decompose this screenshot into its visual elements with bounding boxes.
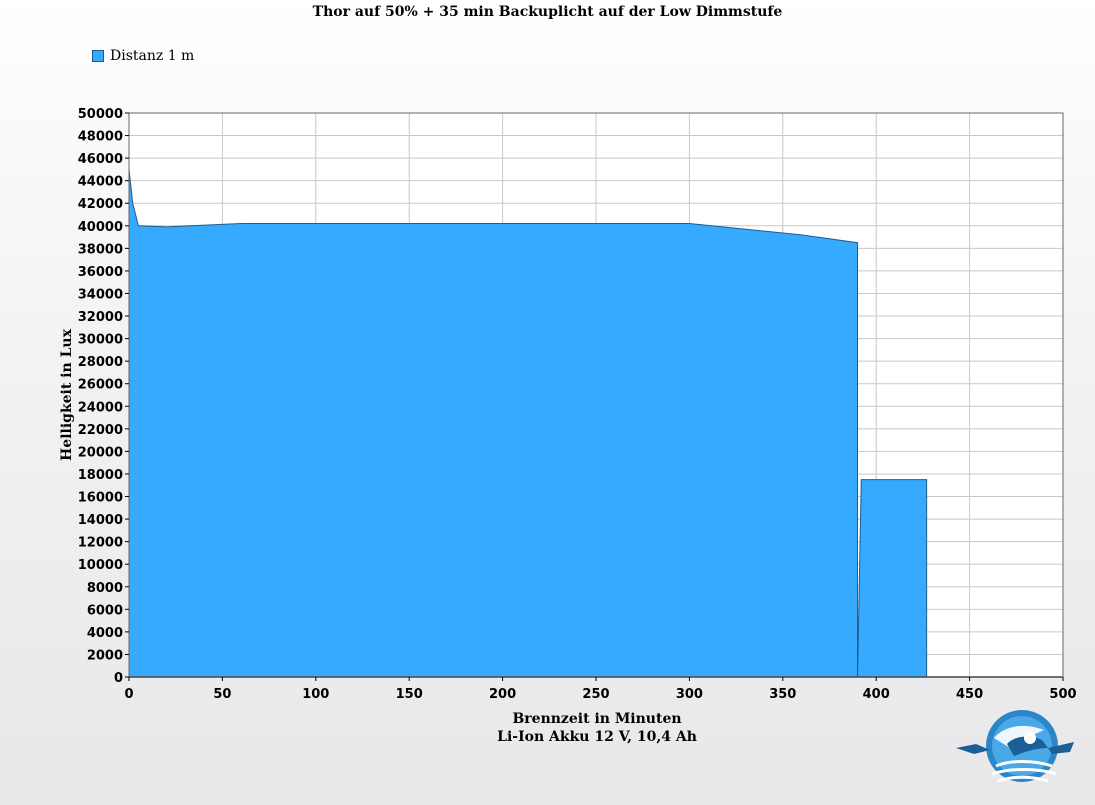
y-tick-label: 42000 [78,197,123,212]
y-tick-label: 22000 [78,423,123,438]
x-tick-label: 450 [956,687,983,702]
y-tick-label: 50000 [78,107,123,122]
legend-label: Distanz 1 m [110,48,195,64]
x-axis-subtitle: Li-Ion Akku 12 V, 10,4 Ah [497,729,697,745]
y-tick-label: 10000 [78,558,123,573]
y-tick-label: 12000 [78,536,123,551]
y-axis-title: Helligkeit in Lux [59,328,75,461]
y-tick-label: 6000 [87,603,123,618]
x-tick-label: 300 [676,687,703,702]
y-tick-label: 4000 [87,626,123,641]
x-axis-title: Brennzeit in Minuten [512,711,682,727]
y-tick-label: 14000 [78,513,123,528]
y-tick-label: 46000 [78,152,123,167]
y-tick-label: 0 [114,671,123,686]
y-tick-label: 34000 [78,287,123,302]
y-tick-label: 44000 [78,175,123,190]
y-tick-label: 48000 [78,130,123,145]
x-tick-label: 400 [863,687,890,702]
x-tick-label: 250 [582,687,609,702]
y-tick-label: 40000 [78,220,123,235]
x-tick-label: 100 [302,687,329,702]
legend: Distanz 1 m [92,48,194,64]
y-tick-label: 8000 [87,581,123,596]
y-tick-label: 18000 [78,468,123,483]
diver-logo [956,710,1074,783]
y-tick-label: 24000 [78,400,123,415]
x-axis-title-block: Brennzeit in Minuten Li-Ion Akku 12 V, 1… [450,710,744,746]
x-tick-label: 50 [213,687,231,702]
x-tick-label: 0 [124,687,133,702]
y-tick-label: 30000 [78,333,123,348]
x-tick-label: 150 [396,687,423,702]
x-tick-label: 200 [489,687,516,702]
y-tick-label: 38000 [78,242,123,257]
y-tick-label: 16000 [78,491,123,506]
x-tick-label: 350 [769,687,796,702]
y-tick-label: 32000 [78,310,123,325]
chart-title: Thor auf 50% + 35 min Backuplicht auf de… [312,4,783,20]
y-tick-label: 26000 [78,378,123,393]
legend-swatch [92,50,104,62]
y-tick-label: 36000 [78,265,123,280]
series-area [128,169,928,678]
y-tick-label: 28000 [78,355,123,370]
x-tick-label: 500 [1049,687,1076,702]
y-tick-label: 2000 [87,648,123,663]
y-tick-label: 20000 [78,445,123,460]
